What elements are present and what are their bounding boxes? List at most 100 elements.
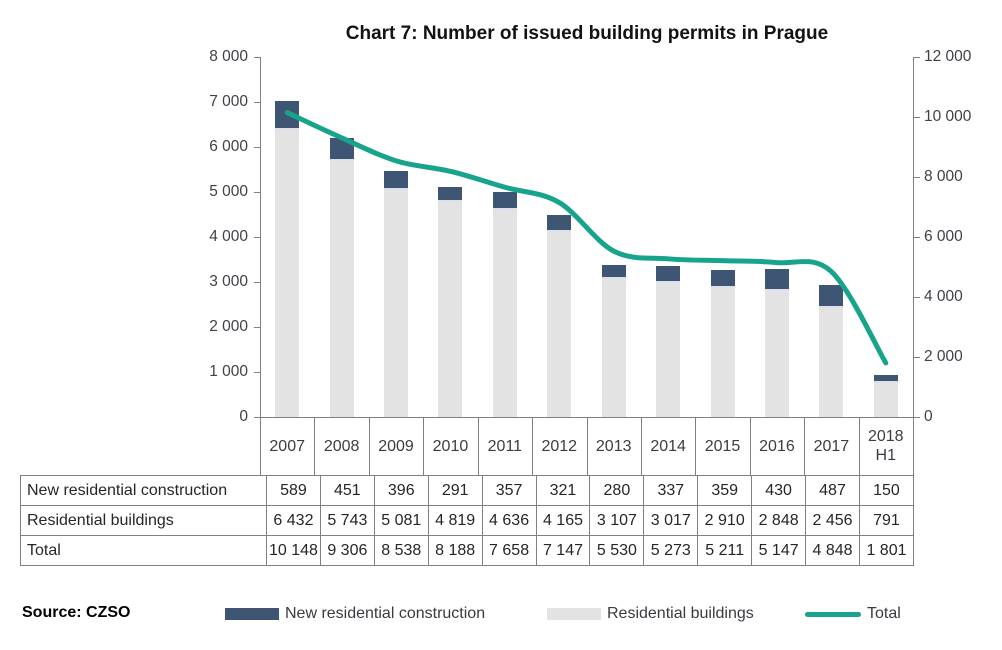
table-cell-value: 487 <box>805 475 860 506</box>
category-label: 2012 <box>541 437 578 455</box>
table-cell-value: 10 148 <box>266 535 321 566</box>
table-cell-value: 4 819 <box>427 505 483 536</box>
table-cell-value: 791 <box>858 505 915 536</box>
y-axis-left-tick <box>254 282 260 283</box>
bar-segment-new-residential-construction <box>873 374 898 382</box>
table-cell-value: 5 147 <box>751 535 807 566</box>
table-cell-value: 9 306 <box>319 535 375 566</box>
bar-segment-new-residential-construction <box>438 187 463 201</box>
bar-segment-residential-buildings <box>873 381 898 417</box>
bar-segment-divider <box>275 127 300 130</box>
y-axis-right-tick-label: 0 <box>924 408 933 425</box>
bar-segment-divider <box>384 188 409 191</box>
table-cell-value: 589 <box>266 475 321 506</box>
y-axis-left-tick-label: 3 000 <box>209 273 248 290</box>
category-cell-border <box>260 417 261 475</box>
y-axis-right-tick-label: 4 000 <box>924 288 963 305</box>
bar-segment-new-residential-construction <box>764 269 789 289</box>
bar-segment-residential-buildings <box>547 229 572 417</box>
table-cell-value: 5 273 <box>643 535 699 566</box>
category-cell-border <box>858 417 860 475</box>
legend-swatch-total-line <box>805 611 861 617</box>
table-cell-value: 5 743 <box>319 505 375 536</box>
y-axis-left-tick-label: 8 000 <box>209 48 248 65</box>
table-row-label: New residential construction <box>20 475 267 506</box>
table-cell-value: 5 081 <box>373 505 429 536</box>
y-axis-right-tick-label: 8 000 <box>924 168 963 185</box>
legend-item-total: Total <box>805 603 901 625</box>
bar-segment-residential-buildings <box>819 306 844 417</box>
y-axis-right-tick <box>914 117 920 118</box>
legend-label: Residential buildings <box>607 605 754 622</box>
y-axis-right-tick <box>914 237 920 238</box>
category-cell-border <box>477 417 479 475</box>
y-axis-right-tick-label: 12 000 <box>924 48 972 65</box>
y-axis-left-tick-label: 6 000 <box>209 138 248 155</box>
bar-segment-new-residential-construction <box>547 215 572 230</box>
table-cell-value: 5 530 <box>589 535 645 566</box>
bar-segment-residential-buildings <box>601 277 626 417</box>
legend-swatch-new-residential <box>225 608 279 620</box>
legend-item-residential-buildings: Residential buildings <box>547 603 754 625</box>
bar-segment-residential-buildings <box>275 127 300 417</box>
table-cell-value: 6 432 <box>266 505 321 536</box>
category-label: 2017 <box>813 437 850 455</box>
bar-segment-divider <box>438 200 463 203</box>
y-axis-left-tick <box>254 372 260 373</box>
table-cell-value: 1 801 <box>858 535 915 566</box>
bar-segment-divider <box>710 286 735 289</box>
bar-segment-new-residential-construction <box>275 101 300 128</box>
table-cell-value: 7 147 <box>535 535 591 566</box>
data-table: New residential construction 589 451 396 291… <box>20 475 915 566</box>
category-cell-border <box>314 417 316 475</box>
y-axis-right-tick-label: 2 000 <box>924 348 963 365</box>
table-cell-value: 359 <box>697 475 753 506</box>
table-cell-value: 2 848 <box>751 505 807 536</box>
category-label: 2010 <box>432 437 469 455</box>
bar-segment-new-residential-construction <box>656 266 681 282</box>
bar-segment-divider <box>764 288 789 291</box>
y-axis-left-tick <box>254 192 260 193</box>
bar-segment-divider <box>329 158 354 161</box>
bar-segment-divider <box>492 208 517 211</box>
table-row: Total 10 148 9 306 8 538 8 188 7 658 7 147 5 53… <box>20 535 915 566</box>
legend-swatch-residential-buildings <box>547 608 601 620</box>
bar-segment-residential-buildings <box>438 200 463 417</box>
category-label: 2011 <box>487 437 523 455</box>
category-cell-border <box>804 417 806 475</box>
table-cell-value: 4 848 <box>805 535 860 566</box>
y-axis-right-tick <box>914 357 920 358</box>
legend-label: Total <box>867 605 901 622</box>
category-label: 2008 <box>323 437 360 455</box>
table-cell-value: 396 <box>373 475 429 506</box>
y-axis-right-tick <box>914 417 920 418</box>
table-cell-value: 357 <box>481 475 537 506</box>
y-axis-left-tick <box>254 237 260 238</box>
y-axis-left-tick <box>254 102 260 103</box>
table-cell-value: 4 165 <box>535 505 591 536</box>
table-row: Residential buildings 6 432 5 743 5 081 4 81… <box>20 505 915 536</box>
category-cell-border <box>749 417 751 475</box>
y-axis-left-tick <box>254 417 260 418</box>
y-axis-left-tick-label: 1 000 <box>209 363 248 380</box>
table-cell-value: 430 <box>751 475 807 506</box>
bar-segment-new-residential-construction <box>329 138 354 159</box>
table-cell-value: 8 188 <box>427 535 483 566</box>
table-row-label: Residential buildings <box>20 505 267 536</box>
bar-segment-divider <box>656 281 681 284</box>
bar-segment-residential-buildings <box>329 158 354 417</box>
category-cell-border <box>586 417 588 475</box>
y-axis-left-tick <box>254 147 260 148</box>
y-axis-left-tick-label: 5 000 <box>209 183 248 200</box>
category-label: 2013 <box>595 437 632 455</box>
table-cell-value: 3 107 <box>589 505 645 536</box>
bar-segment-residential-buildings <box>492 208 517 417</box>
bar-segment-new-residential-construction <box>819 284 844 307</box>
y-axis-left-tick-label: 4 000 <box>209 228 248 245</box>
y-axis-left-line <box>260 57 261 417</box>
category-label: 2018 H1 <box>867 428 904 464</box>
bar-segment-residential-buildings <box>764 288 789 417</box>
category-cell-border <box>423 417 425 475</box>
category-label: 2007 <box>269 437 305 455</box>
bar-segment-divider <box>819 306 844 309</box>
